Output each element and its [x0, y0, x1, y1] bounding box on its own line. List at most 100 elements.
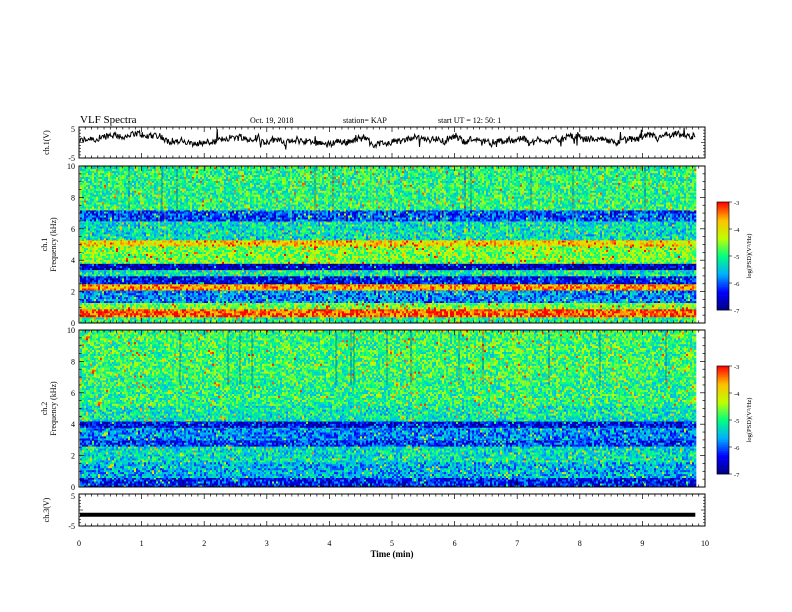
psd-cell	[510, 314, 513, 318]
psd-cell	[460, 319, 463, 322]
psd-cell	[396, 319, 399, 322]
psd-cell	[202, 319, 205, 322]
psd-cell	[120, 321, 123, 324]
psd-cell	[154, 314, 157, 318]
psd-cell	[574, 317, 577, 320]
psd-cell	[572, 314, 575, 318]
psd-cell	[112, 321, 115, 324]
psd-cell	[356, 312, 359, 316]
psd-cell	[170, 312, 173, 316]
psd-cell	[330, 314, 333, 318]
psd-cell	[374, 319, 377, 322]
psd-cell	[148, 317, 151, 320]
psd-cell	[220, 314, 223, 318]
psd-cell	[364, 321, 367, 324]
psd-cell	[172, 317, 175, 320]
psd-cell	[262, 317, 265, 320]
psd-cell	[498, 314, 501, 318]
psd-cell	[142, 314, 145, 318]
psd-cell	[588, 314, 591, 318]
psd-cell	[314, 319, 317, 322]
psd-cell	[192, 319, 195, 322]
psd-cell	[122, 319, 125, 322]
psd-cell	[116, 314, 119, 318]
psd-cell	[428, 319, 431, 322]
psd-cell	[310, 321, 313, 324]
psd-cell	[608, 317, 611, 320]
ch1-waveform-ylabel: ch.1(V)	[42, 130, 51, 155]
psd-cell	[208, 321, 211, 324]
psd-cell	[204, 312, 207, 316]
psd-cell	[370, 319, 373, 322]
psd-cell	[326, 314, 329, 318]
psd-cell	[262, 312, 265, 316]
psd-cell	[442, 319, 445, 322]
psd-cell	[168, 319, 171, 322]
psd-cell	[354, 314, 357, 318]
psd-cell	[618, 319, 621, 322]
psd-cell	[144, 321, 147, 324]
psd-cell	[110, 317, 113, 320]
psd-cell	[374, 314, 377, 318]
psd-cell	[554, 314, 557, 318]
psd-cell	[322, 317, 325, 320]
psd-cell	[130, 314, 133, 318]
psd-cell	[286, 319, 289, 322]
psd-cell	[136, 314, 139, 318]
psd-cell	[496, 314, 499, 318]
psd-cell	[596, 314, 599, 318]
psd-cell	[444, 321, 447, 324]
psd-cell	[206, 321, 209, 324]
psd-cell	[534, 321, 537, 324]
psd-cell	[340, 317, 343, 320]
psd-cell	[102, 312, 105, 316]
psd-cell	[420, 314, 423, 318]
psd-cell	[190, 319, 193, 322]
psd-cell	[648, 321, 651, 324]
psd-cell	[336, 319, 339, 322]
psd-cell	[194, 314, 197, 318]
psd-cell	[302, 319, 305, 322]
psd-cell	[392, 321, 395, 324]
psd-cell	[230, 314, 233, 318]
psd-cell	[430, 321, 433, 324]
psd-cell	[426, 314, 429, 318]
psd-cell	[90, 317, 93, 320]
psd-cell	[554, 317, 557, 320]
psd-cell	[272, 314, 275, 318]
psd-cell	[452, 314, 455, 318]
psd-cell	[130, 312, 133, 316]
psd-cell	[84, 319, 87, 322]
psd-cell	[286, 312, 289, 316]
psd-cell	[126, 319, 129, 322]
psd-cell	[626, 314, 629, 318]
psd-cell	[268, 319, 271, 322]
psd-cell	[90, 312, 93, 316]
psd-cell	[636, 314, 639, 318]
psd-cell	[148, 319, 151, 322]
psd-cell	[336, 312, 339, 316]
psd-cell	[526, 321, 529, 324]
psd-cell	[182, 319, 185, 322]
psd-cell	[236, 321, 239, 324]
psd-cell	[304, 319, 307, 322]
psd-cell	[98, 317, 101, 320]
psd-cell	[674, 317, 677, 320]
psd-cell	[544, 321, 547, 324]
psd-cell	[196, 312, 199, 316]
psd-cell	[646, 319, 649, 322]
psd-cell	[246, 317, 249, 320]
psd-cell	[202, 317, 205, 320]
psd-cell	[646, 314, 649, 318]
psd-cell	[284, 321, 287, 324]
psd-cell	[624, 319, 627, 322]
psd-cell	[652, 321, 655, 324]
psd-cell	[190, 314, 193, 318]
psd-cell	[610, 314, 613, 318]
psd-cell	[614, 321, 617, 324]
psd-cell	[584, 317, 587, 320]
psd-cell	[638, 317, 641, 320]
psd-cell	[532, 321, 535, 324]
psd-cell	[354, 312, 357, 316]
psd-cell	[692, 314, 695, 318]
